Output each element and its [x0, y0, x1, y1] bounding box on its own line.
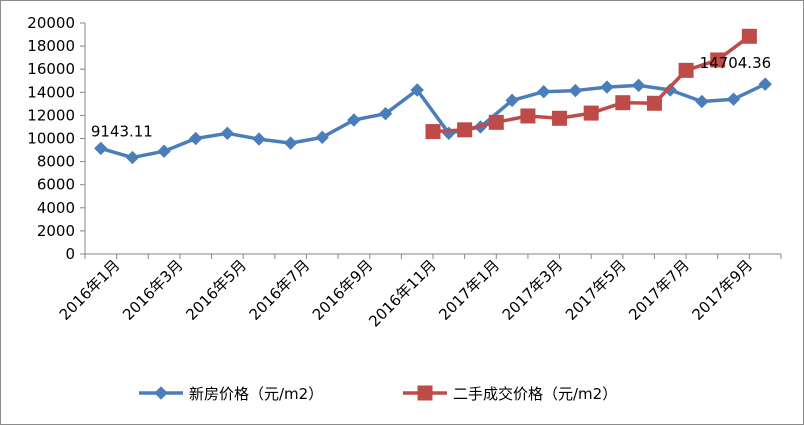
- data-labels: 9143.11 14704.36: [91, 54, 771, 140]
- series-2: [425, 28, 757, 140]
- data-point-square: [646, 95, 662, 111]
- data-point-square: [417, 385, 433, 401]
- y-tick-label: 12000: [27, 106, 75, 124]
- data-point-square: [583, 105, 599, 121]
- data-point-square: [710, 52, 726, 68]
- x-axis: 2016年1月2016年3月2016年5月2016年7月2016年9月2016年…: [56, 253, 782, 331]
- data-point-diamond: [347, 113, 361, 127]
- x-tick-label: 2017年9月: [689, 256, 757, 324]
- data-point-diamond: [505, 93, 519, 108]
- data-point-diamond: [157, 144, 171, 158]
- y-tick-label: 20000: [27, 14, 75, 32]
- data-point-diamond: [378, 106, 393, 121]
- legend-label: 新房价格（元/m2）: [189, 385, 323, 403]
- data-point-square: [615, 95, 631, 111]
- x-tick-label: 2016年1月: [56, 256, 124, 324]
- data-point-diamond: [154, 386, 168, 400]
- data-point-diamond: [537, 85, 551, 99]
- y-tick-label: 8000: [37, 153, 75, 171]
- data-point-diamond: [410, 83, 424, 97]
- y-tick-label: 16000: [27, 60, 75, 78]
- legend-item-1: 新房价格（元/m2）: [139, 385, 323, 403]
- series-line: [100, 82, 766, 160]
- series-1: [94, 77, 772, 165]
- legend-label: 二手成交价格（元/m2）: [453, 385, 617, 403]
- y-tick-label: 0: [65, 245, 75, 263]
- x-tick-label: 2016年3月: [119, 256, 187, 324]
- x-tick-label: 2017年3月: [499, 256, 567, 324]
- data-label: 9143.11: [91, 122, 153, 140]
- data-point-diamond: [94, 141, 108, 156]
- y-tick-label: 6000: [37, 176, 75, 194]
- data-point-diamond: [315, 130, 329, 145]
- legend-item-2: 二手成交价格（元/m2）: [403, 385, 617, 403]
- y-tick-label: 4000: [37, 199, 75, 217]
- data-point-diamond: [631, 78, 646, 93]
- data-point-diamond: [189, 131, 203, 146]
- legend: 新房价格（元/m2） 二手成交价格（元/m2）: [139, 385, 617, 403]
- data-point-square: [552, 110, 568, 126]
- x-tick-label: 2017年5月: [562, 256, 630, 324]
- y-axis: 0 2000 4000 6000 8000 10000 12000 14000 16000 180…: [27, 14, 86, 263]
- series-layer: [94, 28, 772, 165]
- y-tick-label: 10000: [27, 130, 75, 148]
- x-tick-label: 2017年1月: [435, 256, 503, 324]
- data-point-diamond: [568, 83, 583, 98]
- data-point-square: [520, 108, 536, 124]
- data-point-diamond: [220, 126, 235, 141]
- data-point-square: [678, 62, 694, 78]
- data-point-square: [741, 28, 757, 44]
- x-tick-label: 2016年7月: [246, 256, 314, 324]
- data-point-square: [488, 114, 504, 130]
- data-point-square: [457, 122, 473, 138]
- data-point-diamond: [726, 92, 741, 106]
- data-point-diamond: [663, 83, 677, 97]
- x-tick-label: 2017年7月: [625, 256, 693, 324]
- data-point-diamond: [600, 80, 614, 94]
- data-point-square: [425, 124, 441, 140]
- data-point-diamond: [758, 77, 772, 91]
- x-tick-label: 2016年9月: [309, 256, 377, 324]
- y-tick-label: 2000: [37, 222, 75, 240]
- data-label: 14704.36: [700, 54, 772, 72]
- y-tick-label: 14000: [27, 83, 75, 101]
- data-point-diamond: [252, 132, 266, 146]
- x-tick-label: 2016年11月: [365, 256, 439, 330]
- data-point-diamond: [283, 136, 298, 150]
- data-point-diamond: [695, 94, 709, 109]
- y-tick-label: 18000: [27, 37, 75, 55]
- x-tick-label: 2016年5月: [182, 256, 250, 324]
- data-point-diamond: [125, 150, 140, 165]
